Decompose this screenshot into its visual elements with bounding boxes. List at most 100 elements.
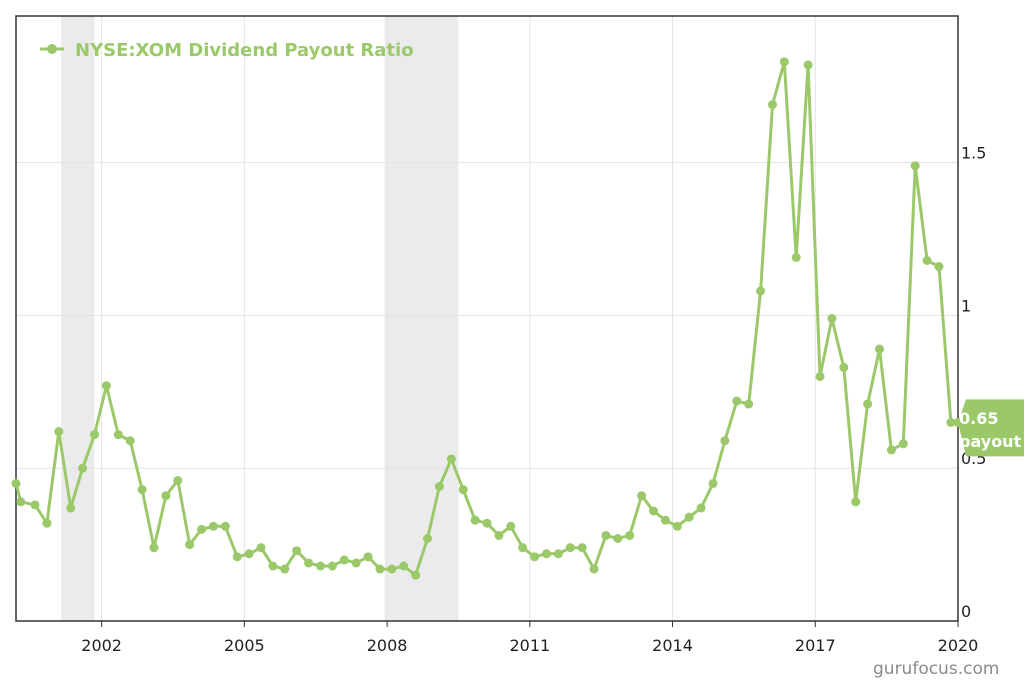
data-point[interactable] — [185, 540, 195, 550]
data-point[interactable] — [732, 396, 742, 406]
data-point[interactable] — [553, 549, 563, 559]
data-point[interactable] — [327, 561, 337, 571]
data-point[interactable] — [197, 524, 207, 534]
data-point[interactable] — [756, 286, 766, 296]
y-tick-label: 0 — [961, 602, 971, 621]
data-point[interactable] — [137, 485, 147, 495]
data-point[interactable] — [803, 60, 813, 70]
data-point[interactable] — [708, 479, 718, 488]
data-point[interactable] — [922, 255, 932, 265]
data-point[interactable] — [506, 521, 516, 531]
data-point[interactable] — [399, 561, 409, 571]
shaded-periods — [61, 16, 459, 621]
data-point[interactable] — [910, 161, 920, 171]
data-point[interactable] — [863, 399, 873, 409]
data-point[interactable] — [446, 454, 456, 464]
data-point[interactable] — [518, 543, 528, 553]
data-point[interactable] — [565, 543, 575, 553]
data-point[interactable] — [16, 497, 26, 507]
data-point[interactable] — [434, 482, 444, 492]
data-point[interactable] — [244, 549, 254, 559]
data-point[interactable] — [601, 530, 611, 540]
legend-label: NYSE:XOM Dividend Payout Ratio — [75, 40, 414, 61]
data-point[interactable] — [54, 427, 64, 437]
data-point[interactable] — [898, 439, 908, 449]
data-point[interactable] — [161, 491, 171, 501]
data-point[interactable] — [101, 381, 111, 391]
data-point[interactable] — [232, 552, 242, 562]
data-point[interactable] — [11, 479, 21, 488]
x-tick-label: 2002 — [81, 636, 122, 655]
data-point[interactable] — [767, 100, 777, 110]
data-point[interactable] — [339, 555, 349, 565]
data-point[interactable] — [637, 491, 647, 501]
data-point[interactable] — [411, 570, 421, 580]
data-point[interactable] — [625, 530, 635, 540]
data-point[interactable] — [589, 564, 599, 574]
data-point[interactable] — [113, 430, 123, 440]
data-point[interactable] — [458, 485, 468, 495]
legend-marker — [47, 44, 57, 54]
data-point[interactable] — [292, 546, 302, 556]
data-point[interactable] — [660, 515, 670, 525]
data-point[interactable] — [815, 372, 825, 382]
plot-frame — [15, 15, 959, 622]
data-point[interactable] — [934, 262, 944, 272]
x-tick-label: 2008 — [367, 636, 408, 655]
data-point[interactable] — [839, 362, 849, 372]
data-point[interactable] — [530, 552, 540, 562]
data-point[interactable] — [720, 436, 730, 446]
data-point[interactable] — [946, 417, 956, 427]
data-point[interactable] — [827, 314, 837, 323]
data-point[interactable] — [696, 503, 706, 513]
last-value-flag: 0.65 payout — [958, 399, 1024, 457]
data-point[interactable] — [423, 534, 433, 543]
data-point[interactable] — [387, 564, 397, 574]
data-point[interactable] — [220, 521, 230, 531]
data-point[interactable] — [875, 344, 884, 354]
data-point[interactable] — [375, 564, 385, 574]
legend[interactable]: NYSE:XOM Dividend Payout Ratio — [40, 40, 414, 61]
data-point[interactable] — [744, 399, 754, 409]
data-point[interactable] — [672, 521, 682, 531]
data-point[interactable] — [280, 564, 290, 574]
x-axis-ticks: 2002 2005 2008 2011 2014 2017 2020 — [81, 621, 978, 655]
data-point[interactable] — [268, 561, 278, 571]
data-point[interactable] — [577, 543, 587, 553]
y-tick-label: 1 — [961, 296, 971, 315]
data-point[interactable] — [173, 475, 183, 485]
data-point[interactable] — [613, 534, 623, 543]
data-point[interactable] — [256, 543, 266, 553]
data-point[interactable] — [125, 436, 135, 446]
data-point[interactable] — [315, 561, 325, 571]
data-point[interactable] — [791, 252, 801, 262]
x-tick-label: 2014 — [652, 636, 693, 655]
data-point[interactable] — [42, 518, 52, 528]
data-point[interactable] — [684, 512, 694, 522]
data-point[interactable] — [470, 515, 480, 525]
series-line — [14, 60, 958, 577]
data-point[interactable] — [482, 518, 492, 528]
data-point[interactable] — [541, 549, 551, 559]
data-point[interactable] — [66, 503, 76, 513]
data-point[interactable] — [78, 463, 88, 473]
data-point[interactable] — [90, 430, 99, 440]
data-point[interactable] — [208, 521, 218, 531]
series — [11, 57, 963, 580]
data-point[interactable] — [149, 543, 159, 553]
data-point[interactable] — [304, 558, 314, 568]
data-point[interactable] — [779, 57, 789, 67]
shaded-period — [61, 16, 95, 621]
data-point[interactable] — [30, 500, 40, 510]
x-tick-label: 2020 — [938, 636, 979, 655]
data-point[interactable] — [494, 530, 504, 540]
data-point[interactable] — [363, 552, 373, 562]
y-axis-ticks: 00.511.5 — [961, 144, 986, 621]
data-point[interactable] — [851, 497, 861, 507]
x-tick-label: 2011 — [509, 636, 550, 655]
shaded-period — [384, 16, 459, 621]
data-point[interactable] — [649, 506, 659, 516]
data-point[interactable] — [351, 558, 361, 568]
data-point[interactable] — [886, 445, 896, 455]
